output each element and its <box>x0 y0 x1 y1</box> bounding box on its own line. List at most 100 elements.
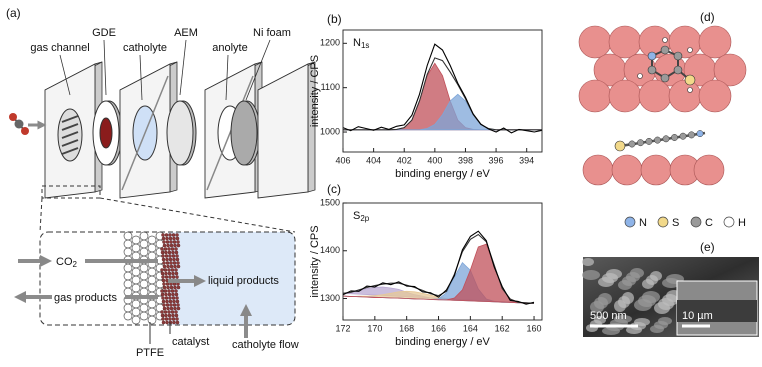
catalyst-particle <box>175 257 180 262</box>
catalyst-particle <box>165 282 170 286</box>
catalyst-particle <box>166 306 170 311</box>
ptfe-particle <box>139 279 149 289</box>
atom <box>679 132 687 140</box>
atom <box>14 119 24 129</box>
catalyst-particle <box>164 233 169 237</box>
plot-frame <box>342 202 543 321</box>
atom <box>647 65 657 75</box>
atom <box>578 79 612 113</box>
catalyst-particle <box>167 289 171 293</box>
flow-channel <box>121 75 169 191</box>
atom <box>693 154 725 186</box>
ptfe-particle <box>131 267 141 277</box>
x-axis-label: binding energy / eV <box>395 168 490 180</box>
x-tick-label: 400 <box>427 155 442 165</box>
ptfe-particle <box>139 263 149 273</box>
atom <box>668 79 702 113</box>
catalyst-particle <box>169 243 174 248</box>
catalyst-particle <box>172 299 176 304</box>
label: AEM <box>174 27 198 39</box>
catalyst-particle <box>171 271 175 276</box>
ptfe-particle <box>131 235 141 245</box>
catalyst-particle <box>171 317 176 321</box>
legend-label: N <box>639 217 647 229</box>
ptfe-particle <box>147 251 157 261</box>
catalyst-particle <box>168 296 172 300</box>
catalyst-particle <box>165 261 170 265</box>
zoom-box <box>39 231 296 326</box>
catalyst-particle <box>169 261 173 265</box>
legend-swatch <box>723 216 735 228</box>
catalyst-particle <box>165 320 169 325</box>
atom <box>638 79 672 113</box>
grain <box>630 268 644 278</box>
catalyst-particle <box>161 275 165 279</box>
catalyst-particle <box>168 257 173 262</box>
catalyst-particle <box>176 264 181 269</box>
x-tick-label: 164 <box>463 323 478 333</box>
catalyst-particle <box>167 271 172 276</box>
catalyst-particle <box>175 233 179 237</box>
catalyst-particle <box>164 254 169 258</box>
panel-label: (e) <box>700 240 715 254</box>
catalyst-particle <box>161 317 165 321</box>
catalyst-particle <box>169 303 173 307</box>
atom <box>608 79 642 113</box>
catalyst-particle <box>168 275 172 279</box>
cell-diagram <box>9 61 316 199</box>
ptfe-particle <box>123 311 133 321</box>
spectrum-label-sub: 1s <box>361 41 369 50</box>
catalyst-particle <box>164 296 169 300</box>
catalyst-particle <box>168 299 173 304</box>
atom <box>640 154 672 186</box>
ptfe-particle <box>131 299 141 309</box>
channel-groove <box>61 131 79 139</box>
catalyst-particle <box>173 264 177 269</box>
atom <box>21 127 29 135</box>
panel-label: (d) <box>700 10 715 24</box>
y-tick-label: 1500 <box>320 197 340 207</box>
catalyst-particle <box>170 268 175 272</box>
spectrum-label-sub: 2p <box>360 214 369 223</box>
disc <box>166 100 194 166</box>
ptfe-particle <box>139 231 149 241</box>
grain <box>642 291 660 303</box>
catalyst-particle <box>175 317 179 321</box>
atom <box>662 37 668 43</box>
y-tick-label: 1100 <box>321 82 340 92</box>
panel-label: (b) <box>327 12 342 26</box>
molecular-structure <box>578 25 747 186</box>
channel-groove <box>61 147 79 155</box>
channel-groove <box>61 115 79 123</box>
atom <box>654 136 661 144</box>
label: GDE <box>92 27 116 39</box>
x-tick-label: 404 <box>366 155 381 165</box>
ptfe-particle <box>123 279 133 289</box>
sem-image: 500 nm 10 µm <box>582 257 759 337</box>
catalyst-particle <box>160 310 164 314</box>
zoom-line <box>39 197 43 233</box>
catalyst-particle <box>165 303 170 307</box>
ptfe-particle <box>139 271 149 281</box>
atom <box>660 73 670 83</box>
x-tick-label: 172 <box>335 323 350 333</box>
ptfe-particle <box>123 231 133 241</box>
catalyst-particle <box>174 289 178 293</box>
x-axis-label: binding energy / eV <box>395 336 490 348</box>
catalyst-particle <box>164 271 168 276</box>
atom <box>637 139 644 147</box>
legend-swatch <box>624 216 636 228</box>
atom <box>696 130 704 138</box>
catalyst-particle <box>175 320 180 325</box>
x-tick-label: 166 <box>431 323 446 333</box>
catalyst-particle <box>175 296 179 300</box>
catalyst-particle <box>176 285 181 290</box>
catalyst-particle <box>175 236 180 241</box>
grain <box>650 271 662 281</box>
catalyst-particle <box>171 250 175 255</box>
catalyst-particle <box>174 292 179 297</box>
grain <box>582 258 594 266</box>
catalyst-particle <box>172 257 176 262</box>
catalyst-particle <box>161 254 165 258</box>
disc <box>230 100 258 166</box>
